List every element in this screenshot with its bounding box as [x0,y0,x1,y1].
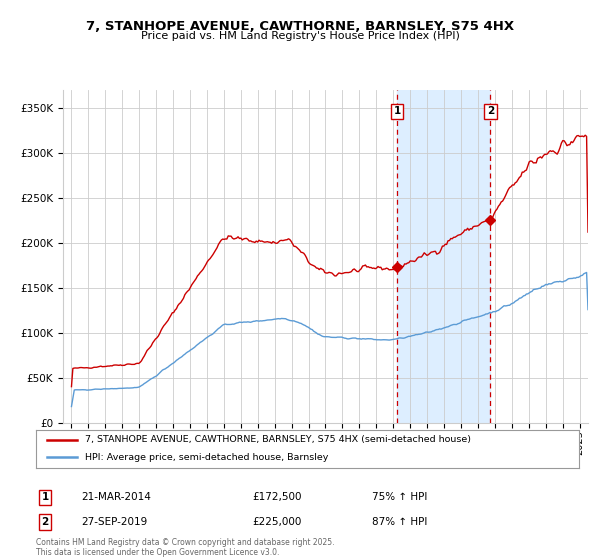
Text: £172,500: £172,500 [252,492,302,502]
Text: Contains HM Land Registry data © Crown copyright and database right 2025.
This d: Contains HM Land Registry data © Crown c… [36,538,335,557]
Text: 21-MAR-2014: 21-MAR-2014 [81,492,151,502]
Text: 7, STANHOPE AVENUE, CAWTHORNE, BARNSLEY, S75 4HX (semi-detached house): 7, STANHOPE AVENUE, CAWTHORNE, BARNSLEY,… [85,435,471,444]
Text: Price paid vs. HM Land Registry's House Price Index (HPI): Price paid vs. HM Land Registry's House … [140,31,460,41]
Text: 87% ↑ HPI: 87% ↑ HPI [372,517,427,527]
Text: 7, STANHOPE AVENUE, CAWTHORNE, BARNSLEY, S75 4HX: 7, STANHOPE AVENUE, CAWTHORNE, BARNSLEY,… [86,20,514,32]
Text: 1: 1 [394,106,401,116]
Text: 2: 2 [487,106,494,116]
Text: 2: 2 [41,517,49,527]
Text: HPI: Average price, semi-detached house, Barnsley: HPI: Average price, semi-detached house,… [85,453,328,462]
Text: 27-SEP-2019: 27-SEP-2019 [81,517,147,527]
Text: 1: 1 [41,492,49,502]
Text: £225,000: £225,000 [252,517,301,527]
Bar [397,90,490,423]
Text: 75% ↑ HPI: 75% ↑ HPI [372,492,427,502]
